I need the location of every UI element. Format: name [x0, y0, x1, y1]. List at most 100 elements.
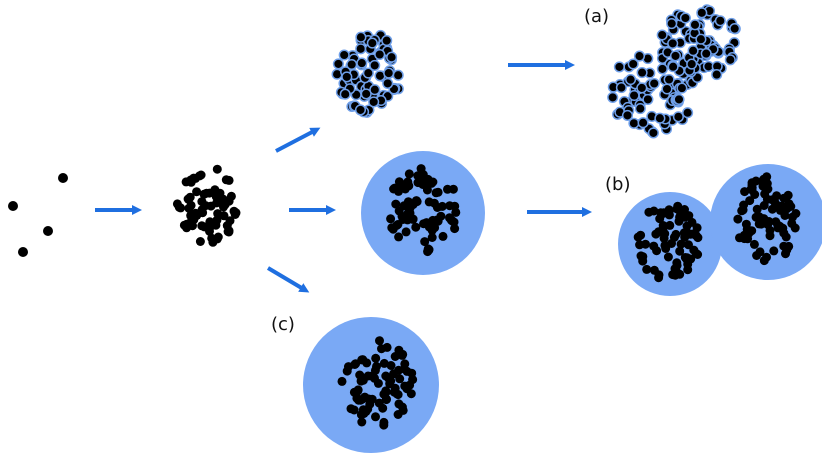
particle — [676, 82, 688, 94]
particle — [400, 359, 410, 369]
particle — [362, 67, 374, 79]
particle — [229, 206, 239, 216]
particle — [759, 201, 769, 210]
particle — [349, 405, 359, 415]
particle — [386, 214, 396, 224]
particle — [651, 229, 661, 239]
particle — [676, 239, 686, 249]
particle — [695, 33, 707, 45]
particle — [682, 254, 692, 264]
particle — [663, 73, 675, 86]
particle — [337, 376, 347, 386]
particle — [755, 247, 765, 257]
particle — [355, 370, 365, 380]
particle — [438, 231, 448, 241]
particle — [390, 383, 400, 393]
particle — [198, 208, 208, 218]
particle — [781, 232, 791, 242]
particle — [642, 93, 654, 105]
particle — [189, 215, 199, 225]
particle — [422, 218, 431, 228]
particle — [224, 196, 234, 206]
particle — [692, 223, 702, 233]
particle — [607, 91, 619, 103]
particle — [346, 58, 358, 71]
particle — [212, 215, 222, 225]
particle-clusters — [172, 4, 801, 430]
particle — [675, 246, 685, 256]
particle — [676, 210, 686, 220]
particle — [341, 71, 353, 83]
particle — [400, 381, 410, 391]
particle — [711, 69, 723, 81]
particle — [381, 35, 393, 47]
particle — [659, 208, 669, 218]
particle — [432, 203, 442, 212]
particle — [627, 58, 639, 70]
particle — [637, 117, 649, 129]
particle — [772, 191, 782, 201]
particle — [394, 206, 404, 216]
particle — [621, 109, 634, 121]
particle — [389, 369, 399, 379]
particle — [672, 111, 684, 123]
particle — [648, 77, 660, 90]
particle — [394, 232, 404, 242]
particle — [445, 201, 455, 211]
particle — [667, 37, 679, 49]
particle — [765, 225, 775, 235]
particle — [424, 245, 434, 255]
particle — [360, 392, 370, 402]
particle — [391, 199, 401, 209]
particle — [724, 54, 736, 66]
particle — [339, 88, 351, 100]
particle — [745, 196, 755, 206]
monomer-particle — [58, 173, 68, 183]
particle — [356, 57, 368, 69]
particle — [625, 74, 637, 86]
particle — [743, 234, 753, 244]
particle — [665, 220, 675, 230]
particle — [660, 229, 670, 239]
particle — [791, 209, 801, 218]
particle — [390, 183, 400, 193]
particle — [666, 18, 678, 30]
particle — [787, 218, 797, 228]
particle — [669, 232, 679, 242]
monomer-particle — [8, 201, 18, 211]
particle — [358, 355, 368, 365]
particle — [195, 237, 205, 246]
particle — [355, 43, 367, 55]
particle — [181, 177, 191, 187]
label-c: (c) — [271, 314, 295, 335]
particle — [431, 188, 441, 198]
particle — [636, 230, 646, 240]
particle — [184, 203, 194, 213]
particle — [205, 222, 215, 232]
particle — [673, 93, 685, 105]
particle — [424, 197, 434, 207]
label-b: (b) — [605, 174, 631, 195]
particle — [192, 187, 202, 197]
particle — [673, 201, 683, 211]
particle — [779, 241, 789, 251]
aggregate-a-right — [656, 4, 741, 84]
particle — [395, 374, 405, 384]
particle — [636, 82, 648, 94]
particle — [679, 12, 691, 24]
particle — [642, 264, 652, 274]
particle — [752, 204, 762, 214]
particle — [786, 202, 796, 211]
particle — [691, 231, 701, 241]
monomer-particle — [18, 247, 28, 257]
particle — [382, 342, 392, 352]
particle — [382, 77, 394, 89]
particle — [613, 61, 625, 73]
particle — [182, 219, 192, 229]
particle — [379, 358, 389, 368]
particle — [174, 202, 184, 212]
particle — [386, 376, 396, 386]
particle — [374, 48, 386, 61]
particle — [393, 220, 403, 229]
particle — [647, 127, 659, 139]
